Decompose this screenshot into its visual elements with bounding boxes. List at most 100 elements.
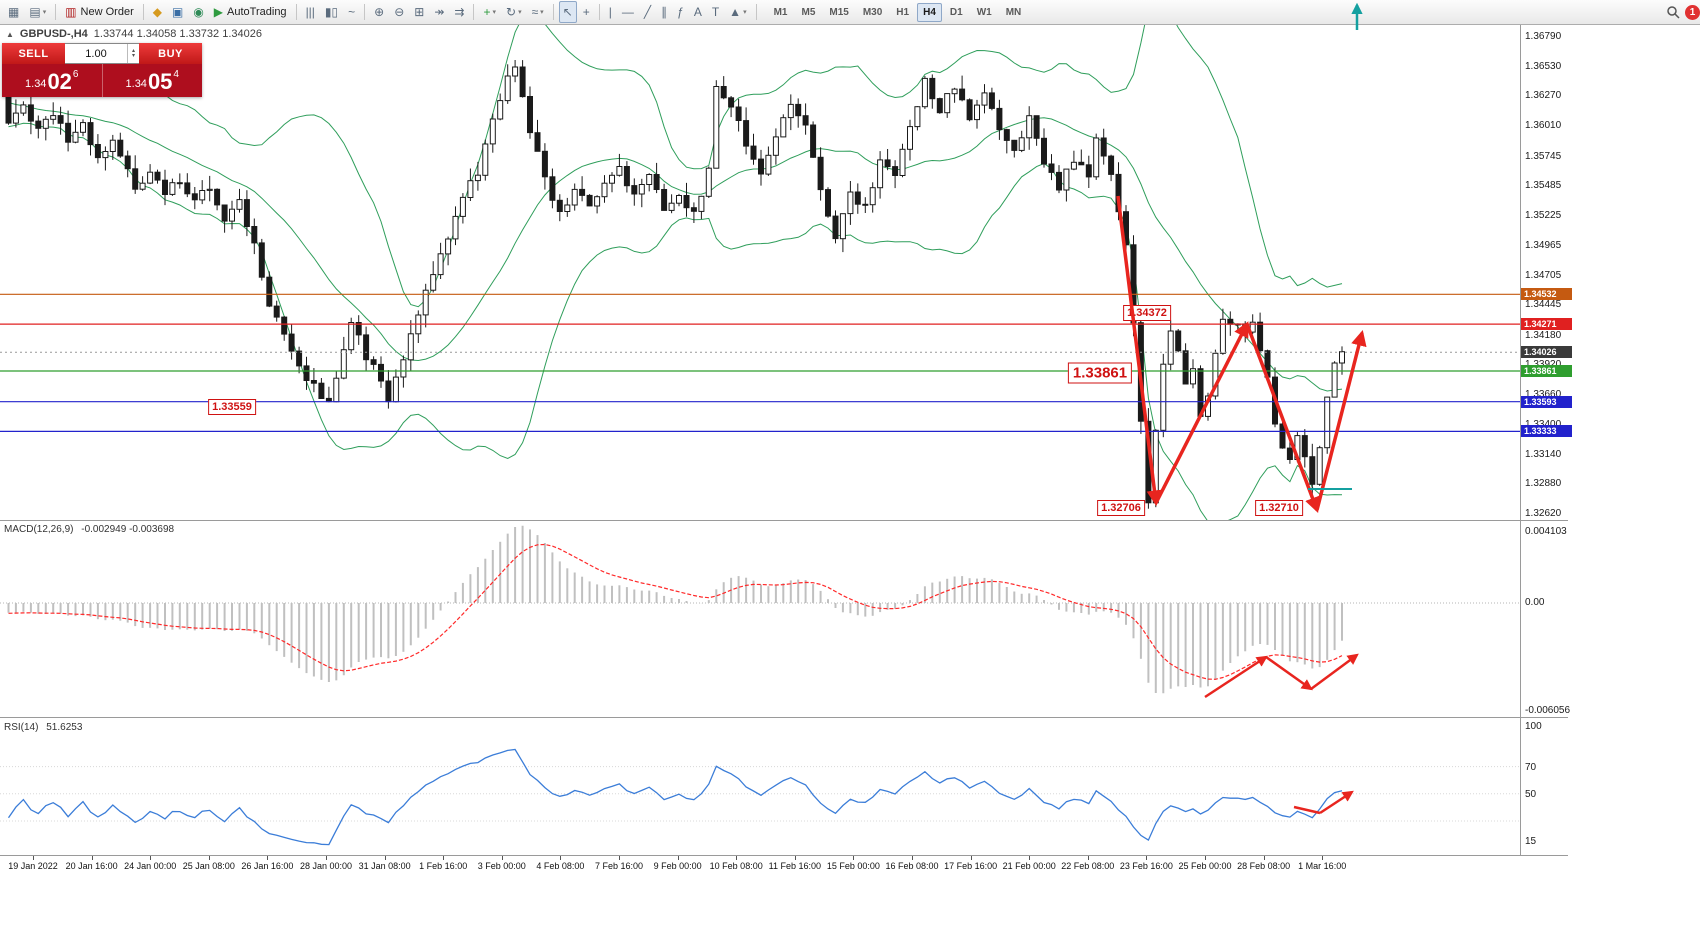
timeframe-m15-button[interactable]: M15 [829, 6, 849, 18]
volume-up-icon[interactable]: ▴ [131, 47, 135, 54]
tile-windows-icon[interactable]: ⊞ [410, 1, 428, 23]
metaeditor-icon[interactable]: ◆ [149, 1, 166, 23]
time-axis-label: 26 Jan 16:00 [241, 861, 294, 871]
macd-panel[interactable] [0, 521, 1520, 717]
time-tick [33, 856, 34, 860]
price-axis-label: 1.36790 [1525, 31, 1562, 42]
price-callout[interactable]: 1.32706 [1097, 500, 1145, 516]
time-axis[interactable]: 19 Jan 2022 20 Jan 16:00 24 Jan 00:00 25 Ja… [0, 856, 1520, 878]
time-tick [853, 856, 855, 860]
price-axis-label: 1.32620 [1525, 508, 1562, 519]
timeframe-bar: M1 M5 M15 M30 H1 H4 D1 W1 MN [767, 2, 1029, 22]
trendline-icon[interactable]: ╱ [640, 1, 655, 23]
price-axis-label: 1.34965 [1525, 239, 1562, 251]
terminal-icon[interactable]: ▣ [168, 1, 187, 23]
cursor-icon[interactable]: ↖ [558, 1, 577, 23]
shapes-icon[interactable]: ▲ ▾ [725, 1, 750, 23]
new-order-button[interactable]: ▥ New Order [61, 1, 138, 23]
price-callout[interactable]: 1.33861 [1067, 362, 1133, 384]
line-chart-icon[interactable]: ~ [344, 1, 359, 23]
zoom-out-icon[interactable]: ⊖ [390, 1, 408, 23]
price-callout[interactable]: 1.34372 [1123, 305, 1171, 321]
crosshair-icon-glyph: + [582, 5, 590, 19]
chart-shift-icon-glyph: ⇉ [454, 5, 465, 19]
profiles-icon-dropdown-icon[interactable]: ▾ [42, 9, 47, 16]
sell-button[interactable]: SELL [2, 43, 65, 64]
zoom-in-icon[interactable]: ⊕ [370, 1, 388, 23]
metaeditor-icon-glyph: ◆ [152, 5, 162, 19]
timeframe-m30-button[interactable]: M30 [862, 6, 883, 18]
time-tick [912, 856, 913, 860]
volume-input[interactable] [65, 44, 127, 63]
sell-price-figure: 1.34 [25, 78, 47, 90]
strategy-tester-icon[interactable]: ◉ [189, 1, 207, 23]
buy-button[interactable]: BUY [139, 43, 202, 64]
sell-price[interactable]: 1.34 02 6 [2, 64, 102, 97]
timeframe-m5-button[interactable]: M5 [801, 6, 816, 18]
time-axis-label: 25 Feb 00:00 [1178, 861, 1232, 871]
toolbar-separator [755, 4, 757, 20]
rsi-axis-label: 70 [1525, 761, 1537, 773]
fibonacci-icon[interactable]: ƒ [673, 1, 688, 23]
crosshair-icon[interactable]: + [579, 1, 594, 23]
price-callout[interactable]: 1.32710 [1255, 500, 1303, 516]
timeframe-w1-button[interactable]: W1 [976, 6, 992, 18]
bars-chart-icon[interactable]: ||| [302, 1, 319, 23]
price-tag-1.33861: 1.33861 [1521, 365, 1572, 378]
indicators-icon-dropdown-icon[interactable]: ▾ [540, 9, 544, 16]
macd-panel-separator[interactable] [0, 520, 1568, 521]
price-axis-label: 1.35225 [1525, 210, 1562, 222]
time-tick [1029, 856, 1031, 860]
horizontal-line-icon[interactable]: — [618, 1, 638, 23]
new-chart-icon-dropdown-icon[interactable]: ▾ [492, 9, 496, 16]
candlestick-chart-icon[interactable]: ▮▯ [321, 1, 342, 23]
chart-cycle-icon[interactable]: ↻ ▾ [502, 1, 526, 23]
time-axis-label: 20 Jan 16:00 [65, 861, 118, 871]
price-axis-label: 1.33140 [1525, 448, 1562, 460]
notification-badge[interactable]: 1 [1685, 4, 1700, 20]
time-axis-label: 9 Feb 00:00 [653, 861, 702, 871]
indicators-icon[interactable]: ≈ ▾ [528, 1, 548, 23]
buy-price-pips: 05 [147, 69, 173, 95]
time-axis-label: 4 Feb 08:00 [536, 861, 585, 871]
text-icon[interactable]: A [690, 1, 706, 23]
chart-cycle-icon-glyph: ↻ [506, 5, 517, 19]
profiles-icon-glyph: ▤ [29, 5, 41, 19]
rsi-panel-separator[interactable] [0, 717, 1568, 718]
time-tick [736, 856, 738, 860]
time-tick [794, 856, 796, 860]
timeframe-h1-button[interactable]: H1 [896, 6, 910, 18]
price-tag-1.34026: 1.34026 [1521, 346, 1572, 359]
tile-windows-icon-glyph: ⊞ [414, 5, 425, 19]
auto-scroll-icon[interactable]: ↠ [430, 1, 448, 23]
chart-cycle-icon-dropdown-icon[interactable]: ▾ [518, 9, 522, 16]
search-icon[interactable] [1666, 5, 1680, 19]
macd-axis-label: -0.006056 [1525, 705, 1571, 716]
autotrading-button[interactable]: ▶ AutoTrading [210, 1, 291, 23]
time-tick [1087, 856, 1089, 860]
vertical-line-icon[interactable]: | [605, 1, 616, 23]
shapes-icon-dropdown-icon[interactable]: ▾ [743, 9, 747, 16]
main-chart-panel[interactable] [0, 24, 1520, 520]
label-icon[interactable]: T [708, 1, 723, 23]
price-axis-label: 1.33400 [1525, 418, 1562, 430]
chart-shift-icon[interactable]: ⇉ [450, 1, 468, 23]
timeframe-mn-button[interactable]: MN [1005, 6, 1022, 18]
timeframe-h4-button[interactable]: H4 [917, 2, 942, 22]
timeframe-d1-button[interactable]: D1 [949, 6, 963, 18]
timeframe-m1-button[interactable]: M1 [773, 6, 788, 18]
buy-price[interactable]: 1.34 05 4 [101, 64, 203, 97]
volume-steppers[interactable]: ▴ ▾ [127, 44, 139, 63]
time-tick [384, 856, 386, 860]
candlestick-series [5, 60, 1345, 509]
time-axis-label: 31 Jan 08:00 [358, 861, 411, 871]
time-axis-label: 28 Feb 08:00 [1237, 861, 1291, 871]
volume-down-icon[interactable]: ▾ [131, 52, 135, 59]
price-callout[interactable]: 1.33559 [208, 399, 256, 415]
new-chart-icon[interactable]: + ▾ [479, 1, 500, 23]
charts-grid-icon[interactable]: ▦ [4, 1, 23, 23]
profiles-icon[interactable]: ▤ ▾ [25, 1, 50, 23]
rsi-panel[interactable] [0, 719, 1520, 855]
channel-icon[interactable]: ∥ [657, 1, 671, 23]
